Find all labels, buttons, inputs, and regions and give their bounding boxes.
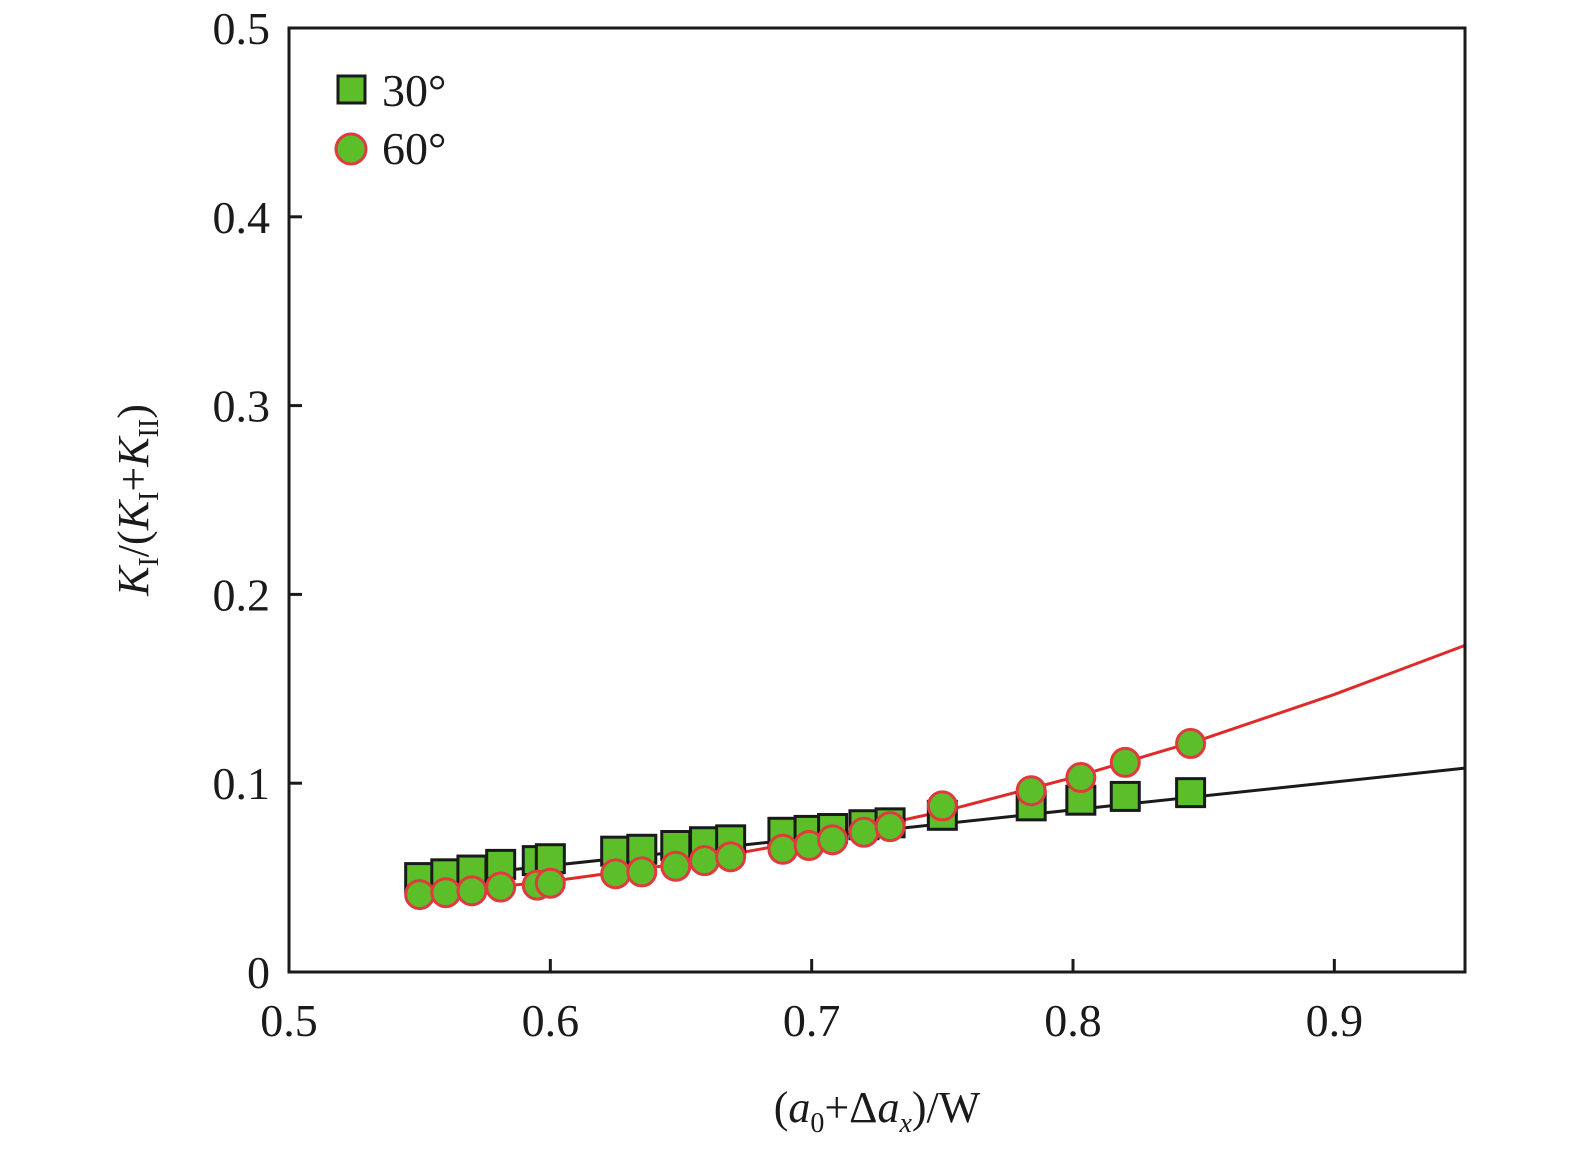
data-point-circle	[485, 871, 517, 903]
legend: 30° 60°	[334, 65, 446, 174]
y-axis-label: KI/(KI+KII)	[109, 404, 165, 597]
legend-item-60: 60°	[334, 123, 446, 174]
legend-circle-marker	[334, 132, 368, 166]
axis-label-part: +Δ	[824, 1083, 877, 1132]
plot-frame	[287, 26, 1467, 974]
data-point-circle	[767, 833, 799, 865]
data-point-circle	[848, 816, 880, 848]
axis-label-part: x	[898, 1108, 912, 1139]
data-point-circle	[430, 877, 462, 909]
data-point-circle	[689, 845, 721, 877]
legend-square-marker	[336, 74, 367, 105]
axis-label-part: II	[134, 419, 165, 438]
axis-label-part: K	[109, 564, 158, 597]
axis-label-part: I	[134, 557, 165, 566]
data-point-circle	[626, 856, 658, 888]
axis-label-part: )	[109, 404, 158, 419]
x-tick-label: 0.5	[260, 995, 318, 1046]
data-point-circle	[715, 841, 747, 873]
fit-line-1	[419, 643, 1466, 897]
x-tick-label: 0.7	[783, 995, 841, 1046]
data-point-circle	[1065, 762, 1097, 794]
axis-label-part: a	[788, 1083, 810, 1132]
data-point-circle	[534, 867, 566, 899]
data-point-circle	[1109, 746, 1141, 778]
data-point-circle	[404, 879, 436, 911]
y-axis: 0 0.1 0.2 0.3 0.4 0.5	[213, 3, 302, 998]
data-point-circle	[660, 850, 692, 882]
series-1	[404, 728, 1207, 911]
y-tick-label: 0.4	[213, 192, 271, 243]
y-tick-label: 0.1	[213, 758, 271, 809]
data-point-circle	[1175, 728, 1207, 760]
axis-label-part: I	[134, 492, 165, 501]
data-point-circle	[874, 811, 906, 843]
y-tick-label: 0	[247, 947, 270, 998]
legend-label: 60°	[382, 123, 446, 174]
data-point-circle	[600, 858, 632, 890]
x-tick-label: 0.8	[1044, 995, 1102, 1046]
data-point-square	[1175, 777, 1207, 809]
x-tick-label: 0.9	[1306, 995, 1364, 1046]
axis-label-part: (	[774, 1083, 789, 1132]
y-tick-label: 0.5	[213, 3, 271, 54]
x-tick-label: 0.6	[522, 995, 580, 1046]
axis-label-part: K	[109, 435, 158, 468]
data-point-circle	[817, 824, 849, 856]
axis-label-part: 0	[810, 1108, 824, 1139]
x-axis: 0.5 0.6 0.7 0.8 0.9	[260, 959, 1363, 1046]
axis-label-part: )/W	[912, 1083, 981, 1132]
axis-label-part: a	[877, 1083, 899, 1132]
y-tick-label: 0.2	[213, 569, 271, 620]
data-point-circle	[1015, 775, 1047, 807]
data-point-square	[1109, 780, 1141, 812]
y-tick-label: 0.3	[213, 381, 271, 432]
data-points	[404, 728, 1207, 911]
fit-lines	[419, 643, 1466, 897]
legend-item-30: 30°	[336, 65, 446, 116]
legend-label: 30°	[382, 65, 446, 116]
axis-label-part: K	[109, 498, 158, 531]
data-point-circle	[456, 875, 488, 907]
axis-label-part: /(	[109, 530, 158, 557]
axis-label-part: +	[109, 467, 158, 492]
x-axis-label: (a0+Δax)/W	[774, 1083, 981, 1139]
data-point-circle	[926, 790, 958, 822]
